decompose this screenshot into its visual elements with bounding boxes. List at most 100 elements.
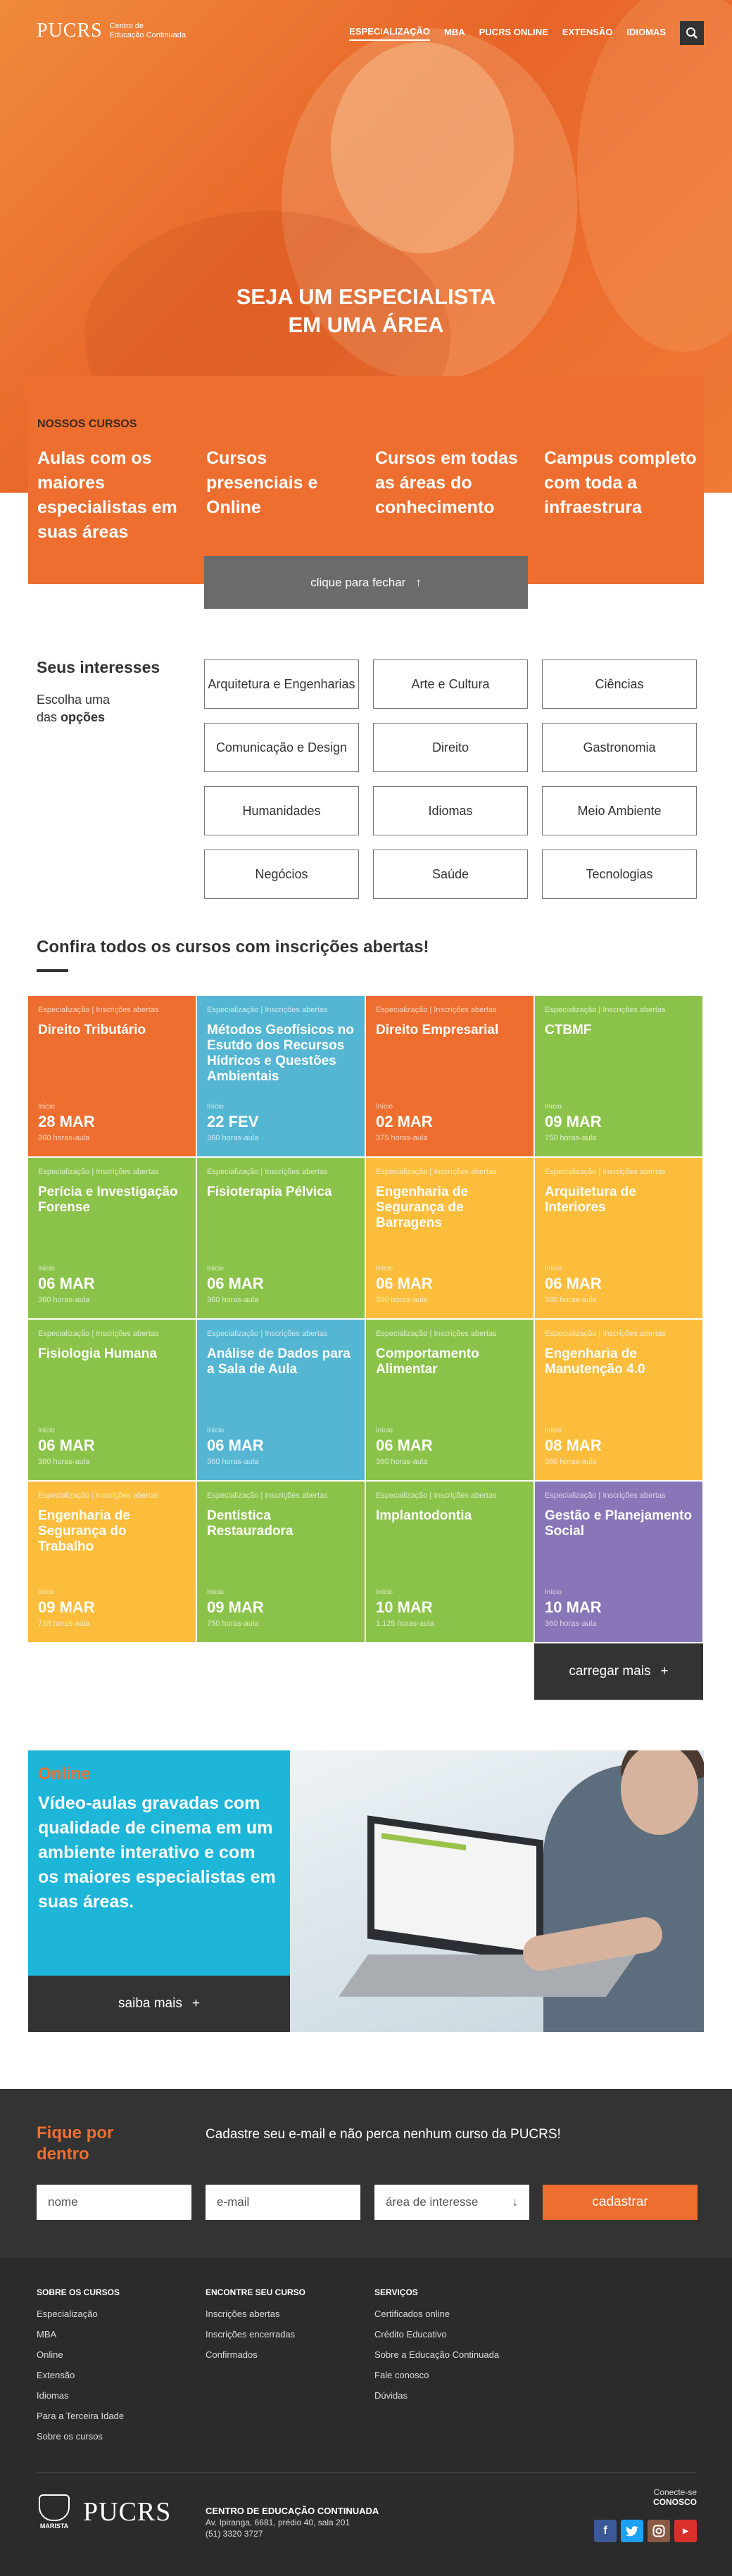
- footer-link[interactable]: Online: [37, 2349, 63, 2360]
- course-card[interactable]: Especialização | Inscrições abertas Métod…: [197, 996, 365, 1156]
- online-text: Vídeo-aulas gravadas com qualidade de ci…: [38, 1793, 276, 1912]
- instagram-icon[interactable]: [648, 2520, 670, 2542]
- hero-title: SEJA UM ESPECIALISTA EM UMA ÁREA: [0, 283, 732, 339]
- footer-link[interactable]: Sobre a Educação Continuada: [374, 2349, 500, 2360]
- course-start-label: Início: [38, 1265, 55, 1273]
- course-name: Engenharia de Manutenção 4.0: [545, 1346, 645, 1377]
- interest-option[interactable]: Arte e Cultura: [373, 659, 528, 709]
- footer-link[interactable]: Inscrições encerradas: [206, 2329, 296, 2340]
- main-nav: ESPECIALIZAÇÃO MBA PUCRS ONLINE EXTENSÃO…: [349, 21, 704, 45]
- course-name: Comportamento Alimentar: [376, 1346, 479, 1377]
- course-start-date: 22 FEV: [207, 1113, 259, 1130]
- footer-link[interactable]: Crédito Educativo: [374, 2329, 447, 2340]
- logo-sub-line-1: Centro de: [109, 22, 144, 30]
- interest-option[interactable]: Humanidades: [204, 786, 359, 835]
- footer-link[interactable]: Para a Terceira Idade: [37, 2411, 125, 2421]
- interest-option[interactable]: Tecnologias: [542, 850, 697, 899]
- load-more-button[interactable]: carregar mais +: [534, 1643, 703, 1700]
- interest-option[interactable]: Saúde: [373, 850, 528, 899]
- footer-col-sobre: SOBRE OS CURSOS Especialização MBA Onlin…: [37, 2287, 124, 2451]
- footer-logos: MARISTA PUCRS: [37, 2494, 171, 2530]
- area-select[interactable]: área de interesse ↓: [374, 2185, 529, 2220]
- course-card[interactable]: Especialização | Inscrições abertas Fisio…: [197, 1158, 365, 1318]
- course-category: Especialização | Inscrições abertas: [376, 1491, 497, 1500]
- footer-link[interactable]: Inscrições abertas: [206, 2309, 280, 2319]
- interest-option[interactable]: Negócios: [204, 850, 359, 899]
- footer-link[interactable]: Sobre os cursos: [37, 2431, 103, 2442]
- interest-option[interactable]: Idiomas: [373, 786, 528, 835]
- logo-main: PUCRS: [37, 20, 103, 42]
- footer-link[interactable]: Certificados online: [374, 2309, 450, 2319]
- course-hours: 750 horas-aula: [207, 1620, 259, 1628]
- course-card[interactable]: Especialização | Inscrições abertas Direi…: [28, 996, 196, 1156]
- course-card[interactable]: Especialização | Inscrições abertas Engen…: [28, 1482, 196, 1642]
- footer-col-title: ENCONTRE SEU CURSO: [206, 2287, 306, 2297]
- footer-link[interactable]: Idiomas: [37, 2390, 69, 2401]
- course-hours: 360 horas-aula: [207, 1134, 259, 1142]
- course-start-date: 06 MAR: [38, 1437, 95, 1454]
- course-card[interactable]: Especialização | Inscrições abertas CTBMF…: [535, 996, 702, 1156]
- hero-photo-shape: [282, 28, 577, 380]
- course-card[interactable]: Especialização | Inscrições abertas Engen…: [535, 1320, 702, 1480]
- course-card[interactable]: Especialização | Inscrições abertas Arqui…: [535, 1158, 702, 1318]
- interest-option[interactable]: Comunicação e Design: [204, 723, 359, 772]
- course-category: Especialização | Inscrições abertas: [207, 1168, 328, 1176]
- nav-idiomas[interactable]: IDIOMAS: [626, 26, 666, 37]
- site-logo[interactable]: PUCRS Centro de Educação Continuada: [37, 20, 186, 42]
- interest-option[interactable]: Ciências: [542, 659, 697, 709]
- facebook-icon[interactable]: f: [594, 2520, 617, 2542]
- pucrs-logo: PUCRS: [83, 2497, 172, 2527]
- course-start-date: 06 MAR: [545, 1275, 602, 1292]
- interest-option[interactable]: Arquitetura e Engenharias: [204, 659, 359, 709]
- name-input[interactable]: nome: [37, 2185, 191, 2220]
- search-button[interactable]: [680, 21, 704, 45]
- footer-link[interactable]: MBA: [37, 2329, 57, 2340]
- close-panel-label: clique para fechar: [310, 575, 406, 589]
- saiba-mais-button[interactable]: saiba mais +: [28, 1976, 290, 2032]
- nav-pucrs-online[interactable]: PUCRS ONLINE: [479, 26, 548, 37]
- interest-option[interactable]: Meio Ambiente: [542, 786, 697, 835]
- course-start-label: Início: [38, 1103, 55, 1111]
- center-name: CENTRO DE EDUCAÇÃO CONTINUADA: [206, 2506, 379, 2516]
- course-card[interactable]: Especialização | Inscrições abertas Dentí…: [197, 1482, 365, 1642]
- nav-especializacao[interactable]: ESPECIALIZAÇÃO: [349, 26, 431, 41]
- arrow-down-icon: ↓: [512, 2195, 519, 2209]
- title-underline: [37, 969, 68, 972]
- nav-mba[interactable]: MBA: [444, 26, 465, 37]
- footer-link[interactable]: Dúvidas: [374, 2390, 408, 2401]
- nav-extensao[interactable]: EXTENSÃO: [562, 26, 613, 37]
- footer-link[interactable]: Confirmados: [206, 2349, 258, 2360]
- course-card[interactable]: Especialização | Inscrições abertas Direi…: [366, 996, 534, 1156]
- course-card[interactable]: Especialização | Inscrições abertas Engen…: [366, 1158, 534, 1318]
- subscribe-button[interactable]: cadastrar: [543, 2185, 698, 2220]
- course-card[interactable]: Especialização | Inscrições abertas Fisio…: [28, 1320, 196, 1480]
- course-hours: 750 horas-aula: [545, 1134, 597, 1142]
- course-category: Especialização | Inscrições abertas: [545, 1006, 666, 1014]
- confira-title: Confira todos os cursos com inscrições a…: [37, 937, 429, 956]
- course-category: Especialização | Inscrições abertas: [376, 1168, 497, 1176]
- interest-option[interactable]: Gastronomia: [542, 723, 697, 772]
- course-start-label: Início: [207, 1589, 224, 1596]
- course-card[interactable]: Especialização | Inscrições abertas Períc…: [28, 1158, 196, 1318]
- interest-option[interactable]: Direito: [373, 723, 528, 772]
- laptop-screen-bar: [381, 1833, 466, 1851]
- youtube-icon[interactable]: ▶: [674, 2520, 697, 2542]
- course-card[interactable]: Especialização | Inscrições abertas Gestã…: [535, 1482, 702, 1642]
- course-start-date: 09 MAR: [38, 1598, 95, 1616]
- newsletter-title-line-2: dentro: [37, 2145, 89, 2164]
- course-start-date: 08 MAR: [545, 1437, 602, 1454]
- footer-link[interactable]: Especialização: [37, 2309, 98, 2319]
- plus-icon: +: [660, 1664, 669, 1679]
- interesses-title: Seus interesses: [37, 658, 160, 676]
- email-input[interactable]: e-mail: [206, 2185, 360, 2220]
- course-category: Especialização | Inscrições abertas: [545, 1491, 666, 1500]
- plus-icon: +: [191, 1996, 200, 2011]
- close-panel-button[interactable]: clique para fechar ↑: [204, 556, 528, 609]
- course-card[interactable]: Especialização | Inscrições abertas Impla…: [366, 1482, 534, 1642]
- footer-link[interactable]: Extensão: [37, 2370, 75, 2380]
- course-name: Perícia e Investigação Forense: [38, 1185, 178, 1215]
- course-card[interactable]: Especialização | Inscrições abertas Análi…: [197, 1320, 365, 1480]
- footer-link[interactable]: Fale conosco: [374, 2370, 429, 2380]
- twitter-icon[interactable]: [621, 2520, 643, 2542]
- course-card[interactable]: Especialização | Inscrições abertas Compo…: [366, 1320, 534, 1480]
